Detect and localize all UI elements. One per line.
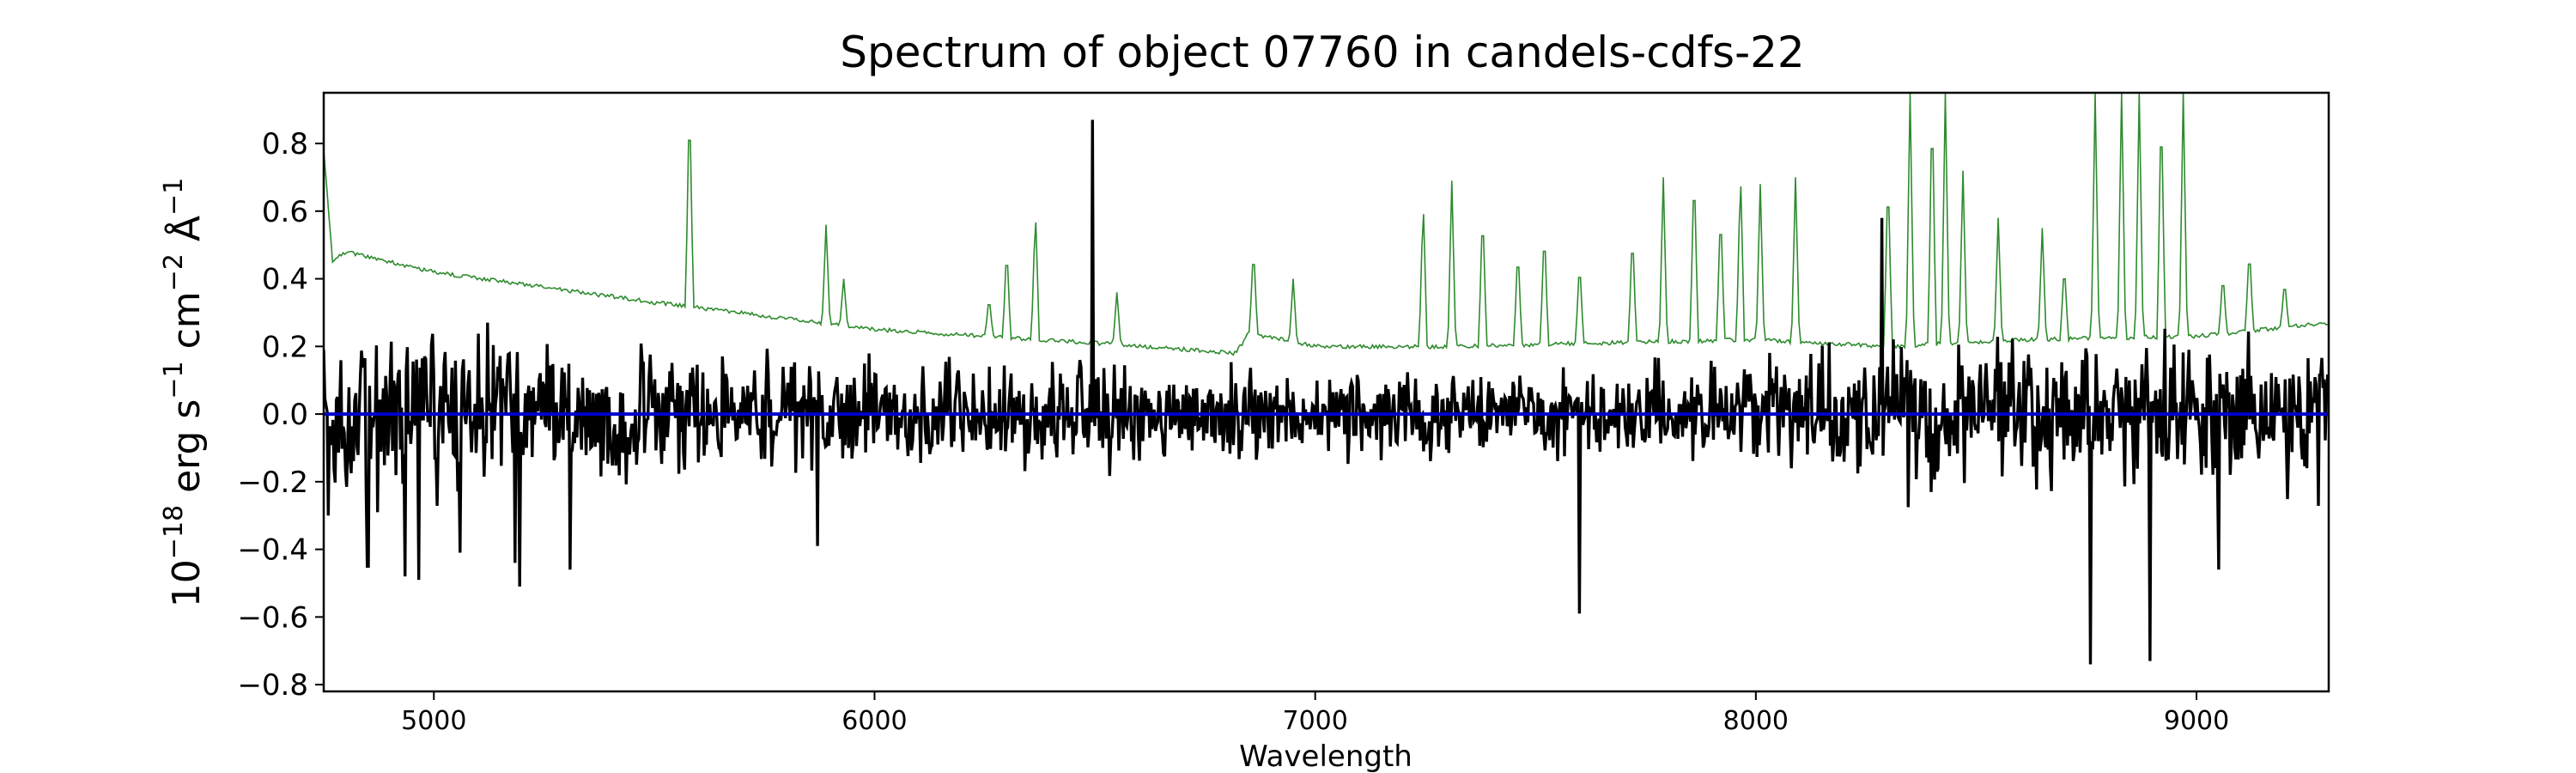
y-label-exp2: −1 bbox=[159, 361, 189, 399]
x-tick-label: 5000 bbox=[401, 706, 466, 736]
y-tick-label: 0.2 bbox=[262, 330, 308, 364]
y-label-ang: Å bbox=[163, 216, 209, 253]
y-tick-label: 0.8 bbox=[262, 127, 308, 161]
y-tick-label: 0.6 bbox=[262, 195, 308, 229]
y-tick-label: 0.4 bbox=[262, 263, 308, 297]
y-tick-label: −0.6 bbox=[237, 600, 308, 635]
series-group bbox=[324, 93, 2329, 665]
y-tick-label: 0.0 bbox=[262, 398, 308, 432]
error-spectrum-line bbox=[324, 93, 2329, 356]
y-tick-label: −0.4 bbox=[237, 533, 308, 568]
x-tick-label: 8000 bbox=[1723, 706, 1789, 736]
y-label-base: 10 bbox=[165, 559, 209, 607]
y-tick-label: −0.2 bbox=[237, 466, 308, 500]
plot-area bbox=[324, 93, 2329, 691]
y-tick-label: −0.8 bbox=[237, 668, 308, 703]
y-label-erg: erg s bbox=[165, 399, 209, 505]
plot-frame bbox=[322, 91, 2330, 693]
x-tick-label: 6000 bbox=[841, 706, 907, 736]
y-label-exp: −18 bbox=[159, 505, 189, 559]
x-tick-label: 9000 bbox=[2164, 706, 2229, 736]
y-label-exp3: −2 bbox=[159, 253, 189, 291]
y-axis-label: 10−18 erg s−1 cm−2 Å−1 bbox=[159, 178, 209, 607]
x-axis-label: Wavelength bbox=[1239, 740, 1413, 773]
y-label-exp4: −1 bbox=[159, 178, 189, 216]
flux-spectrum-line bbox=[324, 119, 2329, 665]
x-axis-ticks: 5000 6000 7000 8000 9000 bbox=[401, 691, 2229, 736]
chart-title: Spectrum of object 07760 in candels-cdfs… bbox=[840, 27, 1805, 77]
y-axis-ticks: −0.8 −0.6 −0.4 −0.2 0.0 0.2 0.4 0.6 0.8 bbox=[237, 127, 324, 703]
y-label-cm: cm bbox=[165, 291, 209, 361]
x-tick-label: 7000 bbox=[1282, 706, 1347, 736]
